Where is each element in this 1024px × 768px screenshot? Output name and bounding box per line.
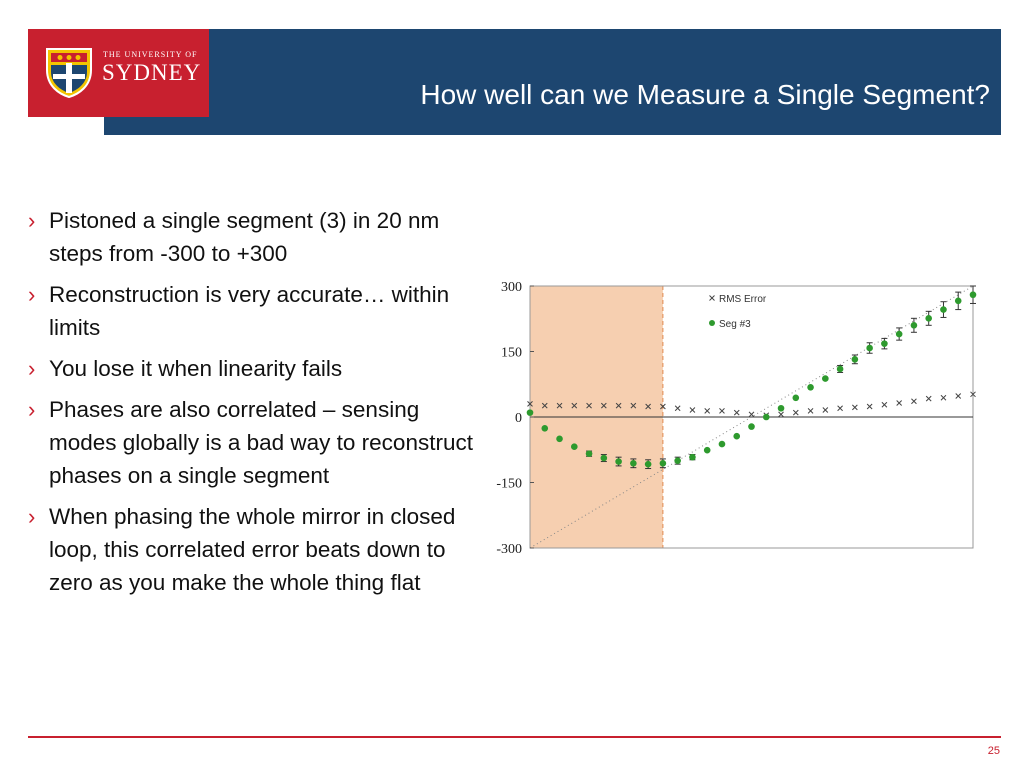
piston-scan-chart: 300 150 0 -150 -300 RMS Error Seg #3 bbox=[478, 276, 978, 556]
bullet-item: › Pistoned a single segment (3) in 20 nm … bbox=[28, 204, 488, 270]
chart-point-seg3 bbox=[704, 447, 711, 454]
page-number: 25 bbox=[988, 745, 1000, 757]
chart-point-seg3 bbox=[955, 298, 962, 305]
chart-y-tick-label: 150 bbox=[501, 346, 522, 361]
chart-point-seg3 bbox=[674, 457, 681, 464]
crest-icon bbox=[44, 46, 94, 98]
chart-point-seg3 bbox=[630, 460, 637, 467]
chart-point-seg3 bbox=[940, 306, 947, 313]
chart-point-seg3 bbox=[763, 414, 770, 421]
chart-y-tick-label: -300 bbox=[496, 542, 522, 556]
footer-divider bbox=[28, 736, 1001, 738]
logo-top-line: THE UNIVERSITY OF bbox=[103, 50, 197, 59]
chart-point-seg3 bbox=[970, 291, 977, 298]
chart-point-seg3 bbox=[925, 315, 932, 322]
chart-point-seg3 bbox=[541, 425, 548, 432]
bullet-text: Phases are also correlated – sensing mod… bbox=[49, 397, 473, 488]
chart-point-seg3 bbox=[601, 455, 608, 462]
chart-point-seg3 bbox=[852, 356, 859, 363]
chart-point-seg3 bbox=[837, 366, 844, 373]
legend-label-rms-error: RMS Error bbox=[719, 294, 767, 305]
chart-point-seg3 bbox=[807, 384, 814, 391]
chart-point-rms-error bbox=[719, 408, 724, 413]
bullet-text: Reconstruction is very accurate… within … bbox=[49, 282, 449, 340]
chart-point-rms-error bbox=[956, 394, 961, 399]
bullet-item: › You lose it when linearity fails bbox=[28, 352, 488, 385]
chart-point-seg3 bbox=[881, 340, 888, 347]
chart-point-rms-error bbox=[926, 396, 931, 401]
chart-point-seg3 bbox=[556, 436, 563, 443]
bullet-text: When phasing the whole mirror in closed … bbox=[49, 504, 455, 595]
chart-point-rms-error bbox=[897, 401, 902, 406]
university-logo: THE UNIVERSITY OF SYDNEY bbox=[28, 29, 209, 117]
chart-point-seg3 bbox=[645, 461, 652, 468]
chart-point-rms-error bbox=[823, 408, 828, 413]
chart-point-rms-error bbox=[882, 402, 887, 407]
bullet-marker: › bbox=[28, 500, 35, 533]
bullet-marker: › bbox=[28, 393, 35, 426]
chart-point-rms-error bbox=[779, 412, 784, 417]
bullet-list: › Pistoned a single segment (3) in 20 nm … bbox=[28, 204, 488, 607]
chart-point-rms-error bbox=[911, 399, 916, 404]
chart-y-tick-label: 300 bbox=[501, 280, 522, 295]
chart-point-seg3 bbox=[866, 345, 873, 352]
logo-name: SYDNEY bbox=[102, 60, 201, 86]
chart-point-rms-error bbox=[838, 406, 843, 411]
chart-point-seg3 bbox=[660, 460, 667, 467]
bullet-marker: › bbox=[28, 278, 35, 311]
bullet-marker: › bbox=[28, 352, 35, 385]
chart-point-seg3 bbox=[571, 443, 578, 450]
chart-legend: RMS Error Seg #3 bbox=[709, 294, 767, 330]
bullet-text: Pistoned a single segment (3) in 20 nm s… bbox=[49, 208, 439, 266]
chart-point-rms-error bbox=[734, 410, 739, 415]
chart-point-seg3 bbox=[689, 454, 696, 461]
bullet-text: You lose it when linearity fails bbox=[49, 356, 342, 381]
chart-point-rms-error bbox=[705, 408, 710, 413]
chart-point-rms-error bbox=[941, 395, 946, 400]
chart-point-rms-error bbox=[852, 405, 857, 410]
chart-point-seg3 bbox=[733, 433, 740, 440]
chart-point-seg3 bbox=[896, 331, 903, 338]
legend-label-seg3: Seg #3 bbox=[719, 319, 751, 330]
chart-point-seg3 bbox=[586, 450, 593, 457]
chart-point-seg3 bbox=[793, 394, 800, 401]
bullet-item: › Phases are also correlated – sensing mo… bbox=[28, 393, 488, 492]
chart-point-seg3 bbox=[719, 441, 726, 448]
chart-y-axis: 300 150 0 -150 -300 bbox=[496, 280, 534, 556]
chart-point-rms-error bbox=[690, 408, 695, 413]
bullet-item: › Reconstruction is very accurate… within… bbox=[28, 278, 488, 344]
chart-point-seg3 bbox=[748, 423, 755, 430]
chart-y-tick-label: -150 bbox=[496, 477, 522, 492]
legend-marker-seg3 bbox=[709, 320, 715, 326]
chart-point-seg3 bbox=[615, 458, 622, 465]
chart-point-rms-error bbox=[867, 404, 872, 409]
chart-point-rms-error bbox=[808, 408, 813, 413]
chart-point-seg3 bbox=[778, 405, 785, 412]
chart-point-rms-error bbox=[793, 410, 798, 415]
chart-point-rms-error bbox=[675, 406, 680, 411]
chart-point-rms-error bbox=[749, 412, 754, 417]
chart-y-tick-label: 0 bbox=[515, 411, 522, 426]
slide-title: How well can we Measure a Single Segment… bbox=[420, 79, 990, 111]
legend-marker-rms-error bbox=[710, 296, 715, 301]
chart-point-seg3 bbox=[822, 375, 829, 382]
bullet-marker: › bbox=[28, 204, 35, 237]
bullet-item: › When phasing the whole mirror in closed… bbox=[28, 500, 488, 599]
chart-point-seg3 bbox=[527, 409, 534, 416]
chart-point-seg3 bbox=[911, 322, 918, 329]
